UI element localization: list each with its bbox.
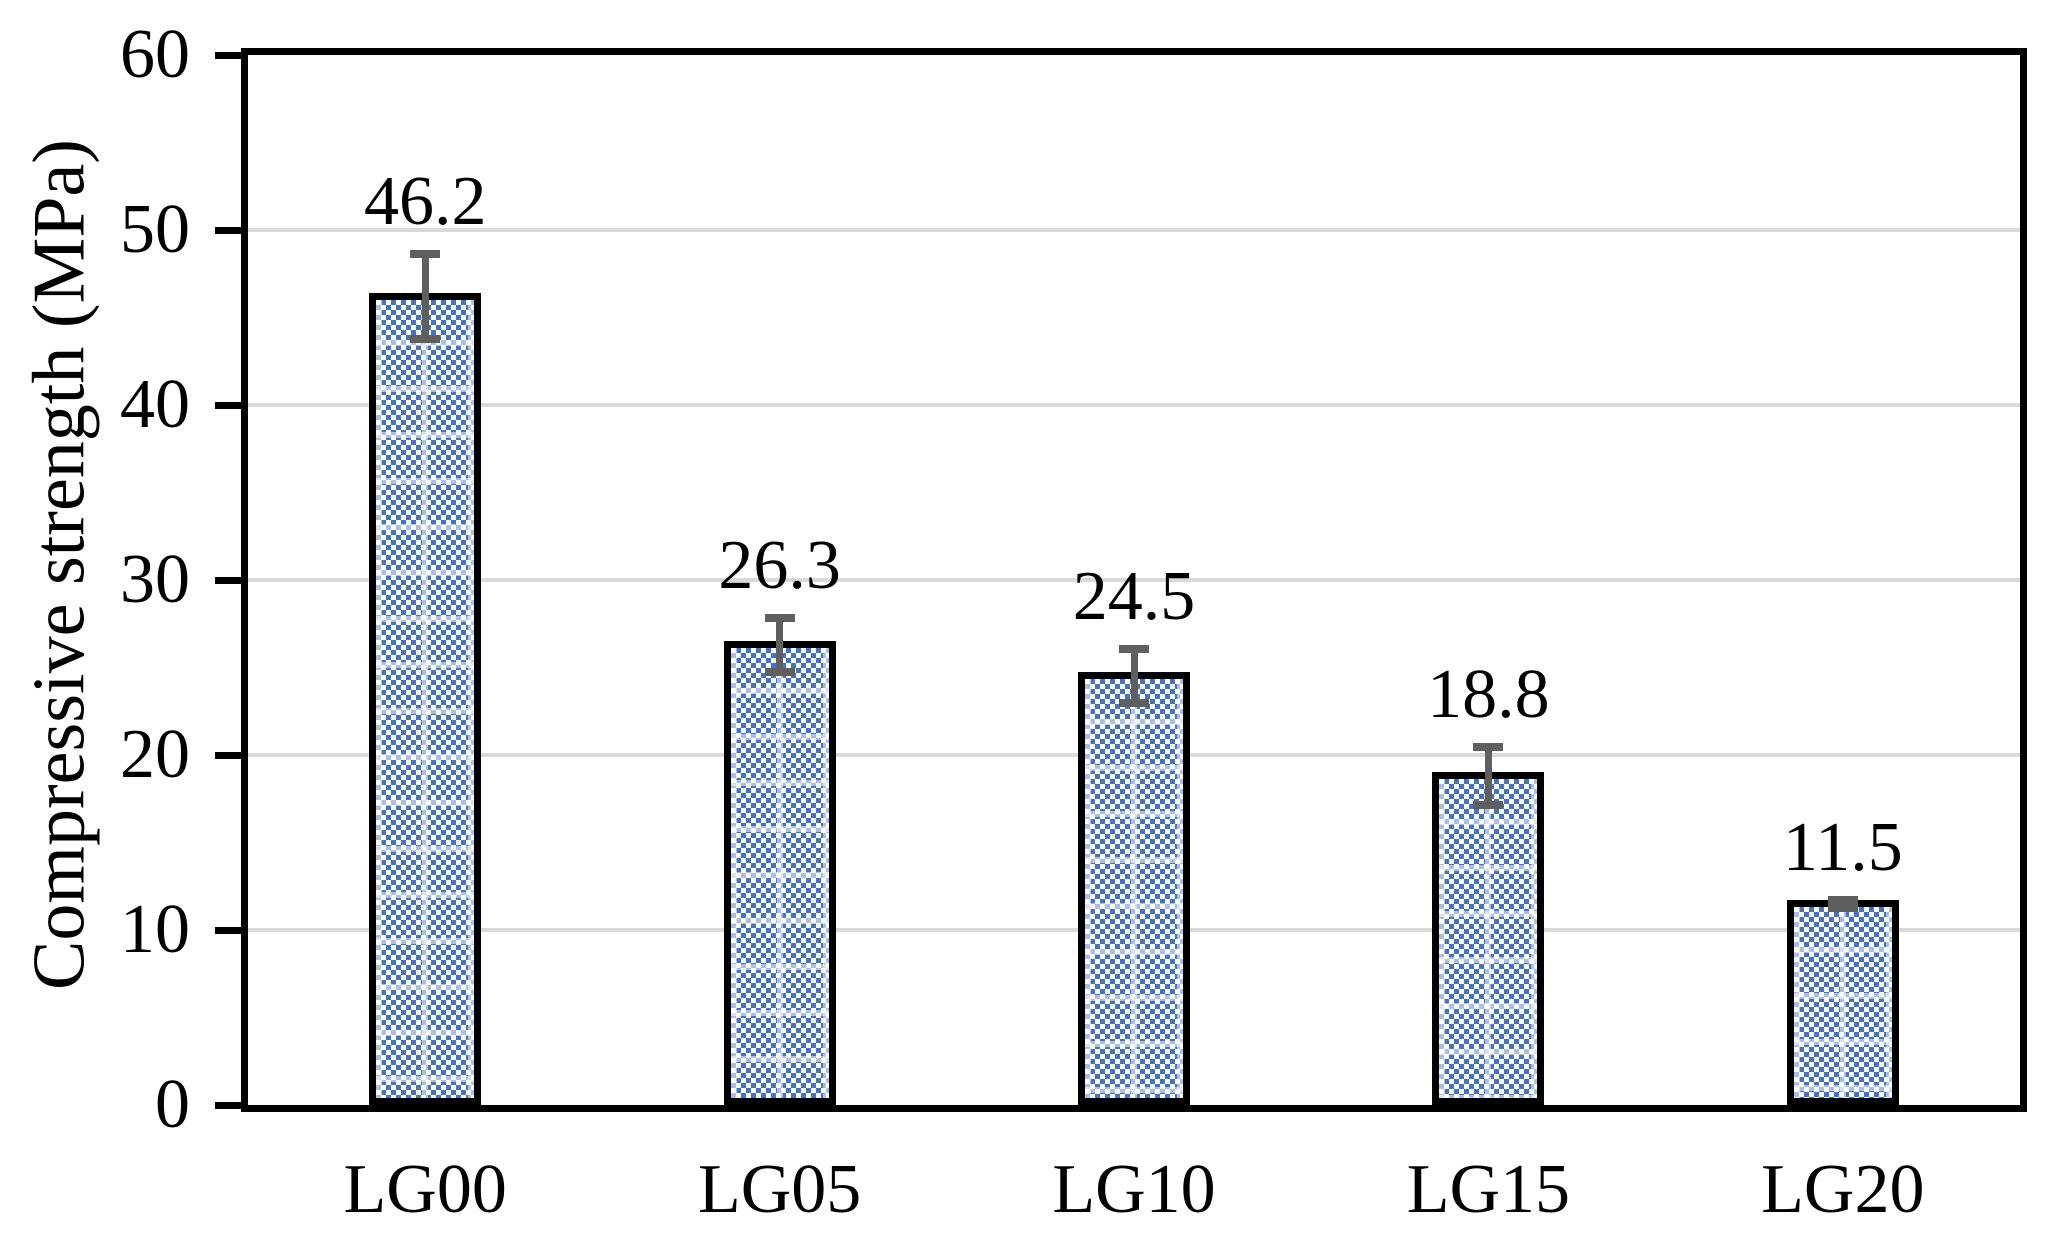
y-tick-label-40: 40	[120, 366, 190, 443]
bar-LG00	[369, 292, 482, 1105]
y-axis-tick-0	[215, 1101, 248, 1109]
x-tick-label-LG05: LG05	[697, 1151, 862, 1228]
plot-area: 46.2 26.3 24.5 18.8 11.5	[241, 48, 2027, 1112]
error-bar-whisker-LG10	[1130, 648, 1138, 705]
error-bar-whisker-LG15	[1484, 746, 1492, 806]
error-bar-cap-bottom-LG10	[1119, 699, 1149, 708]
y-tick-label-30: 30	[120, 541, 190, 618]
bar-LG20	[1786, 899, 1899, 1105]
y-axis-tick-60	[215, 51, 248, 59]
value-label-LG05: 26.3	[718, 526, 841, 604]
y-tick-label-0: 0	[155, 1066, 190, 1143]
y-axis-tick-40	[215, 401, 248, 409]
x-tick-label-LG10: LG10	[1052, 1151, 1216, 1228]
error-bar-cap-top-LG10	[1119, 645, 1149, 654]
y-tick-label-50: 50	[120, 191, 190, 268]
x-tick-label-LG00: LG00	[343, 1151, 507, 1228]
error-bar-cap-bottom-LG05	[764, 667, 795, 676]
y-tick-label-10: 10	[120, 891, 190, 968]
bar-LG05	[723, 640, 836, 1105]
error-bar-whisker-LG05	[776, 616, 784, 673]
gridline-30	[248, 578, 2020, 582]
bar-LG15	[1432, 772, 1545, 1105]
value-label-LG00: 46.2	[363, 162, 487, 240]
y-tick-label-60: 60	[120, 16, 190, 93]
x-tick-label-LG20: LG20	[1761, 1151, 1925, 1228]
gridline-40	[248, 403, 2020, 407]
error-bar-cap-bottom-LG15	[1473, 800, 1504, 809]
value-label-LG15: 18.8	[1427, 656, 1550, 734]
error-bar-cap-top-LG05	[764, 613, 795, 622]
value-label-LG10: 24.5	[1072, 558, 1196, 636]
error-bar-whisker-LG20	[1839, 898, 1847, 909]
error-bar-cap-top-LG00	[410, 249, 441, 258]
error-bar-cap-bottom-LG00	[410, 335, 441, 344]
gridline-50	[248, 228, 2020, 232]
y-axis-tick-30	[215, 576, 248, 584]
x-tick-label-LG15: LG15	[1406, 1151, 1571, 1228]
error-bar-whisker-LG00	[421, 252, 429, 341]
bar-LG10	[1078, 672, 1190, 1105]
plot-inner: 46.2 26.3 24.5 18.8 11.5	[248, 55, 2020, 1105]
y-axis-tick-50	[215, 226, 248, 234]
y-tick-label-20: 20	[120, 716, 190, 793]
y-axis-tick-20	[215, 751, 248, 759]
error-bar-cap-top-LG20	[1827, 895, 1858, 904]
error-bar-cap-top-LG15	[1473, 743, 1504, 752]
value-label-LG20: 11.5	[1782, 808, 1903, 886]
error-bar-cap-bottom-LG20	[1827, 904, 1858, 912]
y-axis-tick-10	[215, 926, 248, 934]
